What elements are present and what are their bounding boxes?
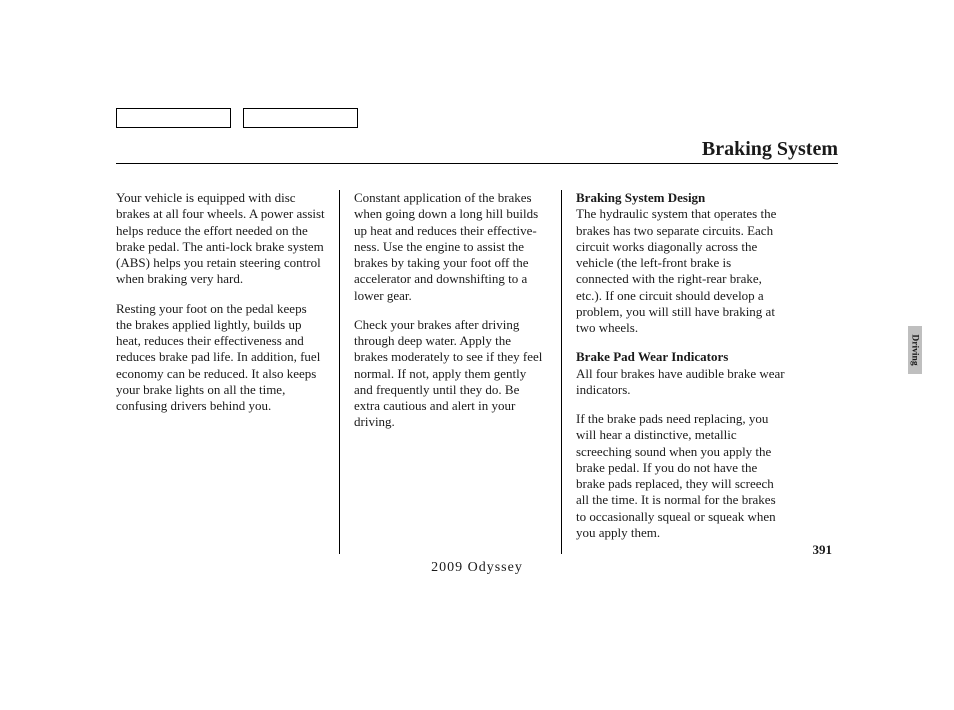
column-3: Braking System DesignThe hydraulic syste… [562, 190, 800, 554]
body-paragraph: If the brake pads need replacing, you wi… [576, 411, 786, 541]
body-paragraph: Constant application of the brakes when … [354, 190, 547, 304]
section-tab-label: Driving [910, 334, 920, 365]
footer-text: 2009 Odyssey [0, 560, 954, 576]
title-row: Braking System [116, 138, 838, 164]
body-paragraph: Braking System DesignThe hydraulic syste… [576, 190, 786, 336]
body-paragraph: Brake Pad Wear Indicators All four brakes… [576, 349, 786, 398]
body-paragraph: Your vehicle is equipped with disc brake… [116, 190, 325, 288]
column-2: Constant application of the brakes when … [339, 190, 562, 554]
section-heading: Braking System Design [576, 190, 705, 205]
page-number: 391 [813, 542, 833, 558]
content-columns: Your vehicle is equipped with disc brake… [116, 190, 838, 554]
column-1: Your vehicle is equipped with disc brake… [116, 190, 339, 554]
section-heading: Brake Pad Wear Indicators [576, 349, 728, 364]
body-text: All four brakes have audible brake wear … [576, 366, 785, 397]
header-box-2 [243, 108, 358, 128]
body-paragraph: Resting your foot on the pedal keeps the… [116, 301, 325, 415]
manual-page: Braking System Your vehicle is equipped … [116, 108, 838, 554]
section-tab: Driving [908, 326, 922, 374]
page-title: Braking System [702, 138, 838, 161]
body-text: The hydraulic system that operates the b… [576, 206, 776, 335]
header-boxes [116, 108, 838, 128]
body-paragraph: Check your brakes after driving through … [354, 317, 547, 431]
header-box-1 [116, 108, 231, 128]
